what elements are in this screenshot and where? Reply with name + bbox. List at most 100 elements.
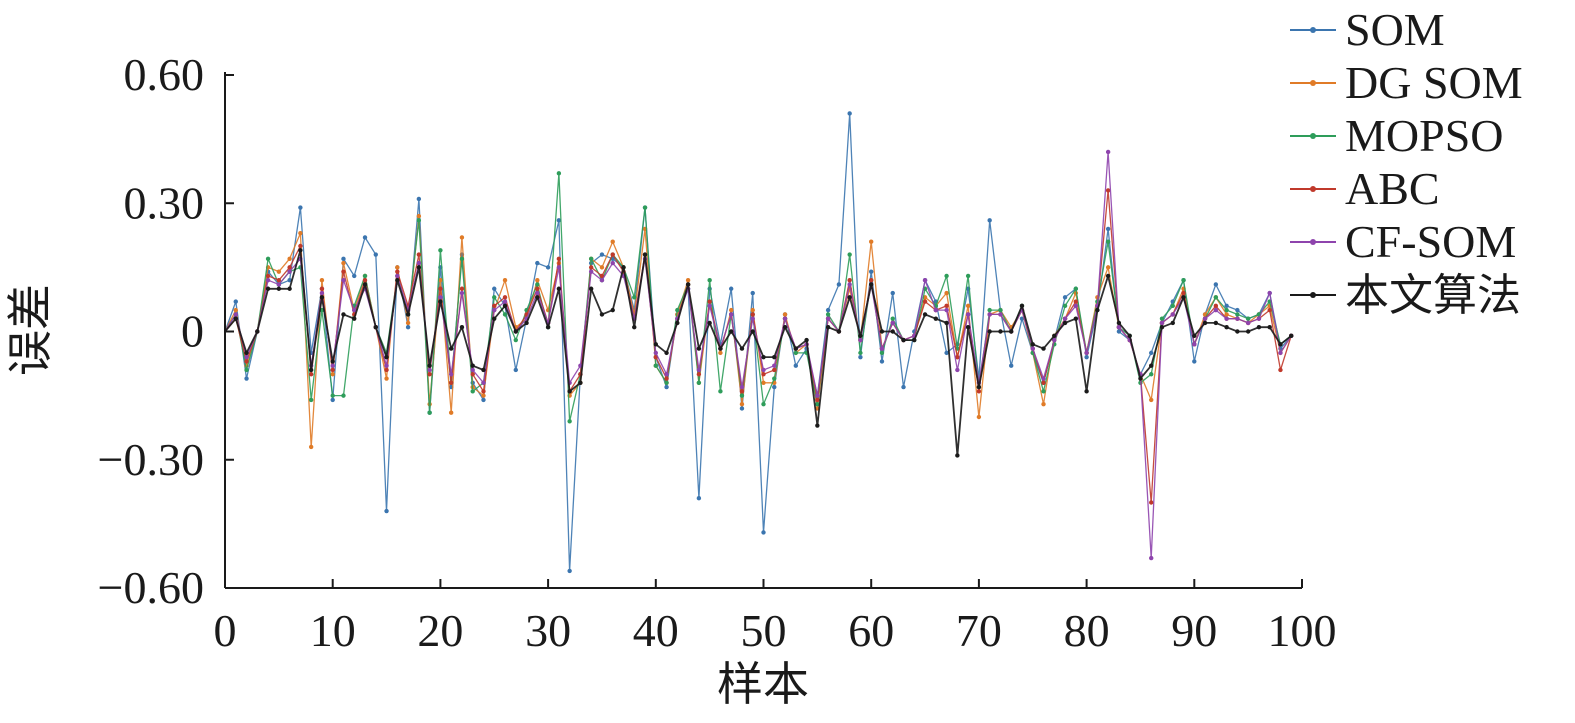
data-point (298, 230, 303, 236)
data-point (1278, 367, 1283, 373)
legend-label: SOM (1345, 4, 1445, 55)
data-point (1149, 500, 1154, 505)
data-point (1278, 342, 1283, 347)
data-point (1105, 273, 1111, 279)
data-point (761, 372, 766, 377)
data-point (341, 393, 346, 398)
data-point (890, 290, 895, 296)
data-point (1170, 303, 1175, 309)
data-point (998, 307, 1003, 313)
data-point (847, 252, 852, 257)
data-point (750, 307, 755, 313)
series-line (224, 172, 1292, 422)
data-point (642, 205, 648, 210)
x-tick-label: 100 (1268, 605, 1337, 656)
data-point (384, 354, 389, 360)
data-point (664, 384, 669, 390)
data-point (858, 350, 863, 356)
data-point (308, 367, 314, 373)
data-point (384, 508, 389, 514)
data-point (599, 312, 605, 317)
data-point (1009, 363, 1014, 368)
data-point (330, 367, 335, 373)
data-point (1192, 342, 1197, 347)
data-point (362, 278, 368, 283)
series-layer (224, 111, 1294, 574)
data-point (276, 269, 282, 274)
data-point (1181, 278, 1186, 283)
data-point (319, 286, 325, 291)
data-point (1041, 380, 1046, 385)
data-point (352, 316, 357, 321)
data-point (1256, 325, 1262, 330)
data-point (287, 269, 292, 274)
data-point (341, 260, 346, 266)
data-point (373, 325, 378, 330)
data-point (847, 278, 852, 283)
data-point (621, 265, 626, 270)
data-point (1213, 320, 1219, 326)
data-point (664, 372, 669, 377)
legend-label: 本文算法 (1345, 270, 1521, 321)
data-point (481, 397, 486, 403)
data-point (987, 329, 992, 334)
data-point (556, 265, 562, 270)
data-point (901, 337, 906, 343)
data-point (265, 286, 271, 291)
data-point (298, 205, 303, 210)
data-point (513, 337, 518, 343)
data-point (1224, 316, 1229, 321)
data-point (416, 260, 422, 266)
data-point (416, 252, 422, 257)
data-point (879, 346, 885, 351)
data-point (718, 346, 723, 351)
data-point (470, 389, 475, 394)
data-point (1224, 307, 1229, 313)
data-point (653, 342, 658, 347)
data-point (330, 363, 335, 368)
data-point (427, 372, 432, 377)
data-point (481, 367, 486, 373)
data-point (459, 290, 465, 296)
data-point (1235, 312, 1240, 317)
data-point (955, 453, 960, 458)
data-point (825, 316, 831, 321)
data-point (1149, 350, 1154, 356)
data-point (869, 269, 874, 274)
data-point (1213, 295, 1219, 300)
data-point (1267, 325, 1272, 330)
data-point (492, 307, 497, 313)
data-point (944, 320, 949, 326)
data-point (1116, 325, 1122, 330)
data-point (1084, 389, 1089, 394)
data-point (341, 256, 346, 262)
data-point (416, 265, 422, 270)
data-point (1202, 320, 1208, 326)
data-point (481, 380, 486, 385)
x-axis-title: 样本 (717, 657, 809, 711)
data-point (1224, 312, 1229, 317)
data-point (513, 367, 518, 373)
data-point (750, 290, 755, 296)
data-point (502, 295, 508, 300)
data-point (718, 389, 723, 394)
data-point (492, 303, 497, 309)
data-point (987, 312, 992, 317)
data-point (707, 299, 712, 304)
data-point (384, 363, 389, 368)
data-point (976, 384, 982, 390)
data-point (1267, 307, 1272, 313)
data-point (610, 239, 615, 244)
data-point (448, 372, 454, 377)
data-point (1009, 329, 1014, 334)
legend-label: CF-SOM (1345, 216, 1516, 267)
data-point (1159, 320, 1165, 326)
data-point (244, 359, 249, 364)
data-point (1245, 316, 1251, 321)
data-point (1105, 188, 1111, 193)
y-tick-label: 0.60 (124, 49, 205, 100)
legend-swatch-marker (1310, 27, 1316, 33)
data-point (1170, 320, 1175, 326)
data-point (804, 337, 809, 343)
